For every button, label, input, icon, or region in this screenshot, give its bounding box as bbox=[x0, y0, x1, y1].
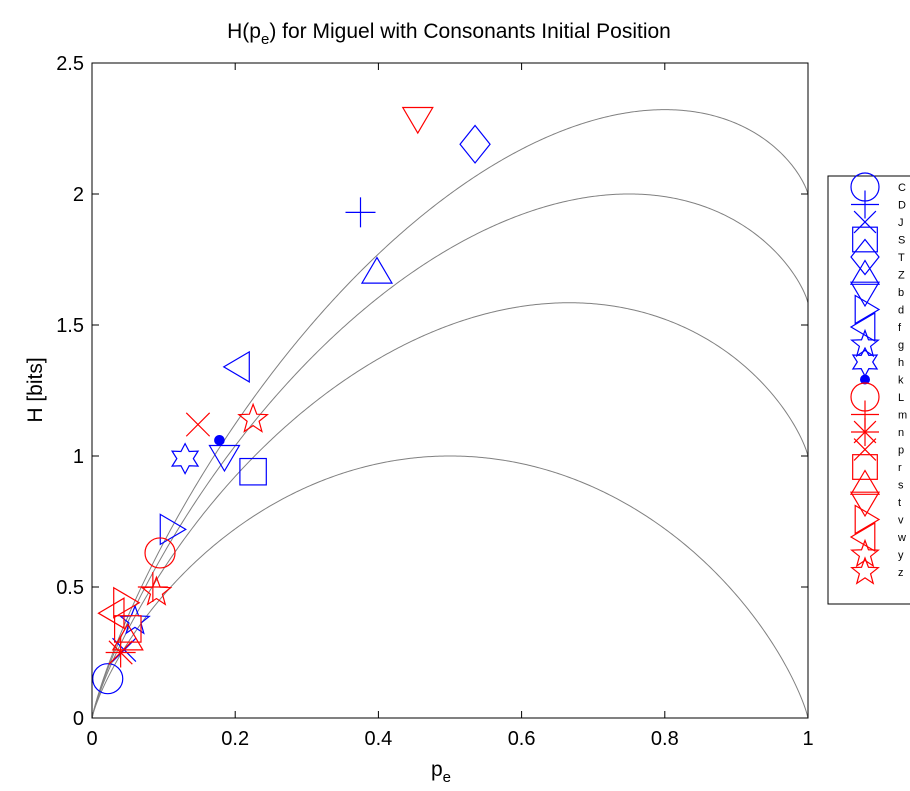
marker-D bbox=[345, 197, 376, 228]
marker-y bbox=[237, 402, 269, 433]
legend-marker-y bbox=[850, 538, 880, 568]
marker-p bbox=[185, 412, 211, 437]
legend-label: d bbox=[898, 305, 904, 317]
legend-marker-T bbox=[850, 238, 880, 276]
marker-t bbox=[401, 106, 434, 135]
y-axis-label: H [bits] bbox=[24, 357, 47, 422]
legend-marker-s bbox=[849, 469, 881, 495]
legend-label: g bbox=[898, 340, 904, 352]
legend-marker-J bbox=[853, 210, 877, 234]
marker-f bbox=[222, 350, 250, 383]
legend-label: Z bbox=[898, 270, 905, 282]
bound-curve-m2 bbox=[91, 455, 809, 719]
legend-label: h bbox=[898, 357, 904, 369]
svg-text:H(pe) for Miguel with Consonan: H(pe) for Miguel with Consonants Initial… bbox=[227, 20, 671, 48]
y-tick-label: 1 bbox=[73, 446, 84, 468]
legend-marker-z bbox=[850, 556, 880, 585]
x-axis-label-main: p bbox=[431, 758, 443, 781]
y-tick-label: 1.5 bbox=[56, 315, 84, 337]
legend-label: w bbox=[897, 532, 906, 544]
x-tick-label: 1 bbox=[802, 728, 813, 750]
y-tick-label: 2 bbox=[73, 184, 84, 206]
marker-v bbox=[113, 586, 141, 619]
legend-marker-n bbox=[851, 418, 879, 446]
x-tick-label: 0.8 bbox=[651, 728, 679, 750]
legend-label: f bbox=[898, 322, 902, 334]
bound-curve-m4 bbox=[91, 193, 809, 719]
legend-label: y bbox=[898, 550, 904, 562]
plot-frame bbox=[91, 62, 809, 719]
marker-C bbox=[92, 663, 124, 695]
x-tick-label: 0.6 bbox=[508, 728, 536, 750]
legend-label: k bbox=[898, 375, 904, 387]
legend-marker-r bbox=[852, 454, 878, 480]
legend-marker-w bbox=[849, 521, 876, 553]
x-tick-label: 0.4 bbox=[364, 728, 392, 750]
marker-z bbox=[140, 575, 173, 606]
marker-d bbox=[159, 513, 187, 546]
x-tick-label: 0 bbox=[86, 728, 97, 750]
marker-r bbox=[113, 615, 142, 643]
marker-s bbox=[111, 623, 144, 651]
legend-label: L bbox=[898, 392, 904, 404]
legend-marker-D bbox=[851, 190, 879, 219]
legend-box bbox=[827, 175, 910, 605]
legend-label: D bbox=[898, 200, 906, 212]
legend-label: S bbox=[898, 235, 905, 247]
legend-label: C bbox=[898, 182, 906, 194]
legend-marker-p bbox=[853, 438, 877, 461]
title-part-subscript: e bbox=[261, 31, 269, 48]
legend-label: b bbox=[898, 287, 904, 299]
x-axis-label-subscript: e bbox=[443, 769, 451, 786]
legend-label: m bbox=[898, 410, 907, 422]
y-tick-label: 0.5 bbox=[56, 577, 84, 599]
legend-label: n bbox=[898, 427, 904, 439]
legend-marker-t bbox=[849, 491, 881, 518]
axis-ticks: 0 0.2 0.4 0.6 0.8 1 0 0.5 1 1.5 2 2.5 bbox=[56, 53, 813, 750]
bound-curve-m5 bbox=[91, 109, 809, 719]
data-markers bbox=[92, 106, 491, 695]
legend-label: p bbox=[898, 445, 904, 457]
legend-marker-d bbox=[854, 294, 881, 325]
svg-text:pe: pe bbox=[431, 758, 451, 786]
legend-label: J bbox=[898, 217, 904, 229]
legend-label: s bbox=[898, 480, 904, 492]
title-part-rest: ) for Miguel with Consonants Initial Pos… bbox=[269, 20, 671, 43]
marker-k bbox=[214, 434, 225, 446]
legend-marker-b bbox=[849, 281, 881, 308]
bound-curve-m3 bbox=[91, 302, 809, 719]
legend-label: T bbox=[898, 252, 905, 264]
legend-marker-v bbox=[854, 504, 881, 535]
marker-h bbox=[170, 442, 200, 475]
legend-label: t bbox=[898, 497, 901, 509]
legend-marker-f bbox=[849, 311, 876, 343]
y-tick-label: 0 bbox=[73, 708, 84, 730]
marker-w bbox=[97, 597, 125, 630]
marker-Z bbox=[360, 256, 394, 284]
marker-T bbox=[459, 124, 491, 164]
marker-L bbox=[144, 537, 176, 569]
legend-label: z bbox=[898, 567, 904, 579]
x-axis-label: pe bbox=[431, 758, 451, 786]
chart-title: H(pe) for Miguel with Consonants Initial… bbox=[227, 20, 671, 48]
legend-marker-Z bbox=[849, 259, 881, 285]
legend-marker-g bbox=[850, 328, 880, 358]
legend-marker-S bbox=[852, 226, 878, 253]
marker-b bbox=[208, 444, 241, 473]
entropy-bound-curves bbox=[91, 109, 809, 719]
legend-marker-k bbox=[860, 374, 870, 385]
legend-label: v bbox=[898, 515, 904, 527]
x-tick-label: 0.2 bbox=[221, 728, 249, 750]
marker-S bbox=[239, 457, 267, 486]
y-tick-label: 2.5 bbox=[56, 53, 84, 75]
title-part-main: H(p bbox=[227, 20, 261, 43]
legend-label: r bbox=[898, 462, 902, 474]
